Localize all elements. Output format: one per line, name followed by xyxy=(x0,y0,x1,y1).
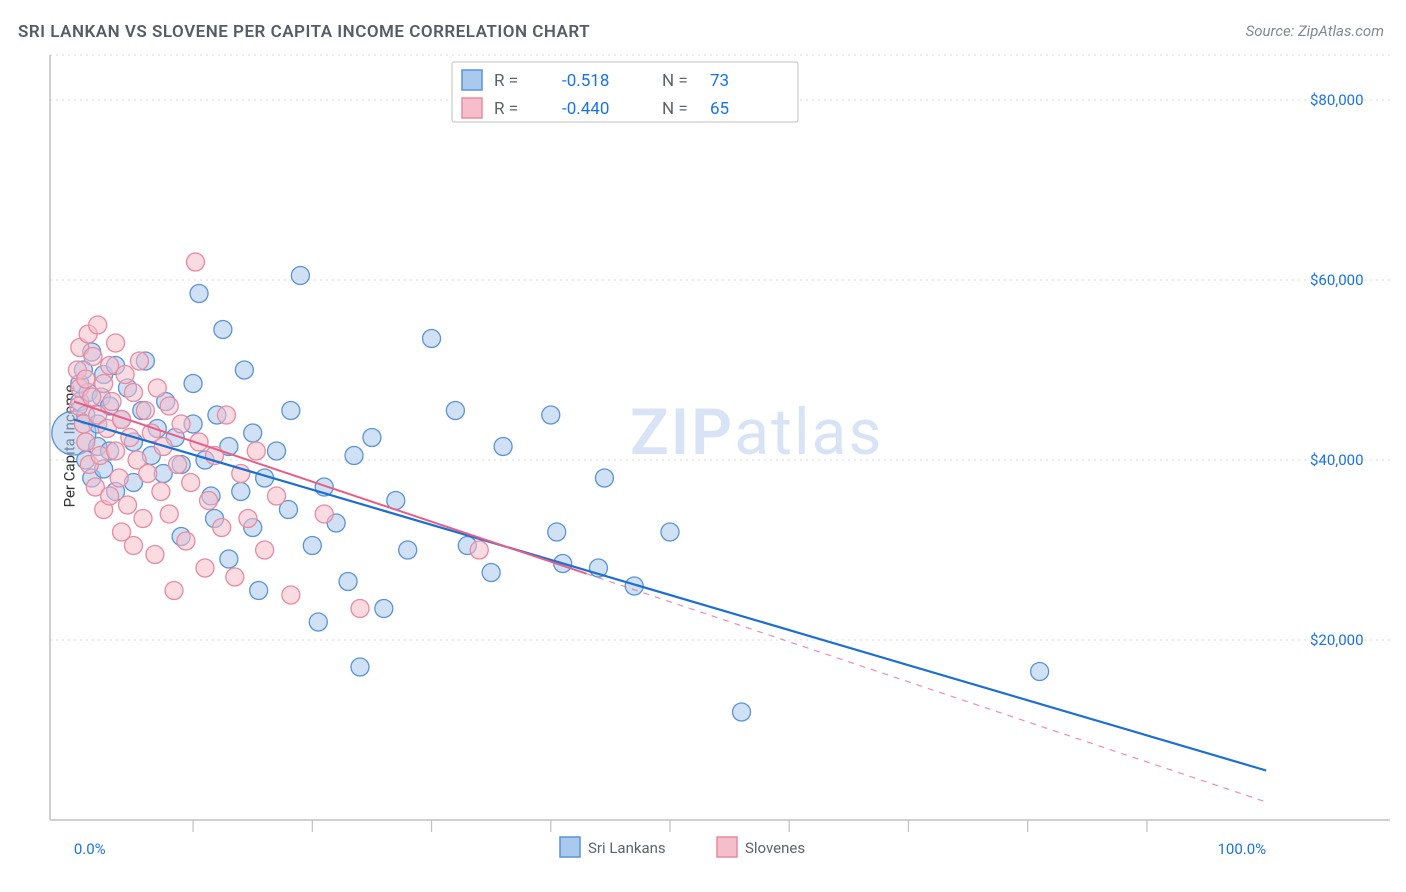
scatter-point xyxy=(139,465,157,483)
svg-text:65: 65 xyxy=(710,99,729,119)
scatter-point xyxy=(733,703,751,721)
svg-text:$80,000: $80,000 xyxy=(1310,91,1364,109)
legend-swatch xyxy=(462,70,482,90)
scatter-point xyxy=(595,469,613,487)
svg-text:-0.518: -0.518 xyxy=(562,71,609,91)
scatter-point xyxy=(172,415,190,433)
scatter-point xyxy=(282,586,300,604)
scatter-point xyxy=(89,316,107,334)
scatter-point xyxy=(200,492,218,510)
svg-text:$20,000: $20,000 xyxy=(1310,631,1364,649)
scatter-point xyxy=(247,442,265,460)
svg-text:R =: R = xyxy=(494,99,518,119)
trend-line-extrapolated xyxy=(587,574,1267,802)
scatter-point xyxy=(235,361,253,379)
legend-swatch xyxy=(462,98,482,118)
scatter-point xyxy=(95,375,113,393)
scatter-point xyxy=(423,330,441,348)
scatter-point xyxy=(239,510,257,528)
scatter-point xyxy=(77,370,95,388)
scatter-point xyxy=(77,433,95,451)
scatter-point xyxy=(214,321,232,339)
scatter-point xyxy=(160,505,178,523)
scatter-point xyxy=(446,402,464,420)
scatter-point xyxy=(470,541,488,559)
svg-text:0.0%: 0.0% xyxy=(74,840,106,858)
svg-text:73: 73 xyxy=(710,71,729,91)
scatter-point xyxy=(136,402,154,420)
scatter-point xyxy=(110,469,128,487)
scatter-point xyxy=(309,613,327,631)
scatter-point xyxy=(351,658,369,676)
scatter-point xyxy=(103,393,121,411)
scatter-point xyxy=(220,550,238,568)
scatter-point xyxy=(268,487,286,505)
svg-text:R =: R = xyxy=(494,71,518,91)
scatter-point xyxy=(345,447,363,465)
svg-text:100.0%: 100.0% xyxy=(1217,840,1266,858)
scatter-point xyxy=(282,402,300,420)
scatter-point xyxy=(124,384,142,402)
scatter-point xyxy=(363,429,381,447)
scatter-point xyxy=(101,487,119,505)
scatter-point xyxy=(177,532,195,550)
scatter-point xyxy=(182,474,200,492)
scatter-point xyxy=(494,438,512,456)
scatter-point xyxy=(116,366,134,384)
scatter-point xyxy=(107,334,125,352)
legend-label: Sri Lankans xyxy=(588,839,666,857)
scatter-point xyxy=(548,523,566,541)
scatter-point xyxy=(542,406,560,424)
scatter-point xyxy=(134,510,152,528)
scatter-point xyxy=(1031,663,1049,681)
scatter-point xyxy=(375,600,393,618)
scatter-point xyxy=(130,352,148,370)
scatter-point xyxy=(217,406,235,424)
legend-swatch xyxy=(560,837,580,857)
legend-label: Slovenes xyxy=(745,839,805,857)
legend-swatch xyxy=(717,837,737,857)
scatter-point xyxy=(146,546,164,564)
scatter-point xyxy=(268,442,286,460)
scatter-point xyxy=(226,568,244,586)
scatter-point xyxy=(169,456,187,474)
scatter-point xyxy=(160,397,178,415)
scatter-point xyxy=(244,424,262,442)
scatter-point xyxy=(152,483,170,501)
scatter-point xyxy=(256,541,274,559)
scatter-point xyxy=(124,537,142,555)
scatter-point xyxy=(213,519,231,537)
scatter-point xyxy=(315,505,333,523)
svg-text:N =: N = xyxy=(662,71,688,91)
scatter-point xyxy=(190,285,208,303)
scatter-point xyxy=(196,559,214,577)
scatter-point xyxy=(250,582,268,600)
svg-text:$60,000: $60,000 xyxy=(1310,271,1364,289)
svg-text:-0.440: -0.440 xyxy=(562,99,609,119)
correlation-chart: $20,000 $40,000 $60,000 $80,000 0.0% 100.0% R… xyxy=(0,0,1406,892)
scatter-point xyxy=(165,582,183,600)
scatter-point xyxy=(351,600,369,618)
scatter-point xyxy=(184,375,202,393)
scatter-point xyxy=(399,541,417,559)
svg-text:$40,000: $40,000 xyxy=(1310,451,1364,469)
scatter-point xyxy=(339,573,357,591)
scatter-point xyxy=(661,523,679,541)
scatter-point xyxy=(186,253,204,271)
scatter-point xyxy=(107,442,125,460)
scatter-point xyxy=(84,348,102,366)
scatter-point xyxy=(119,496,137,514)
scatter-point xyxy=(148,379,166,397)
scatter-point xyxy=(303,537,321,555)
scatter-point xyxy=(482,564,500,582)
scatter-point xyxy=(291,267,309,285)
svg-text:N =: N = xyxy=(662,99,688,119)
scatter-point xyxy=(232,483,250,501)
